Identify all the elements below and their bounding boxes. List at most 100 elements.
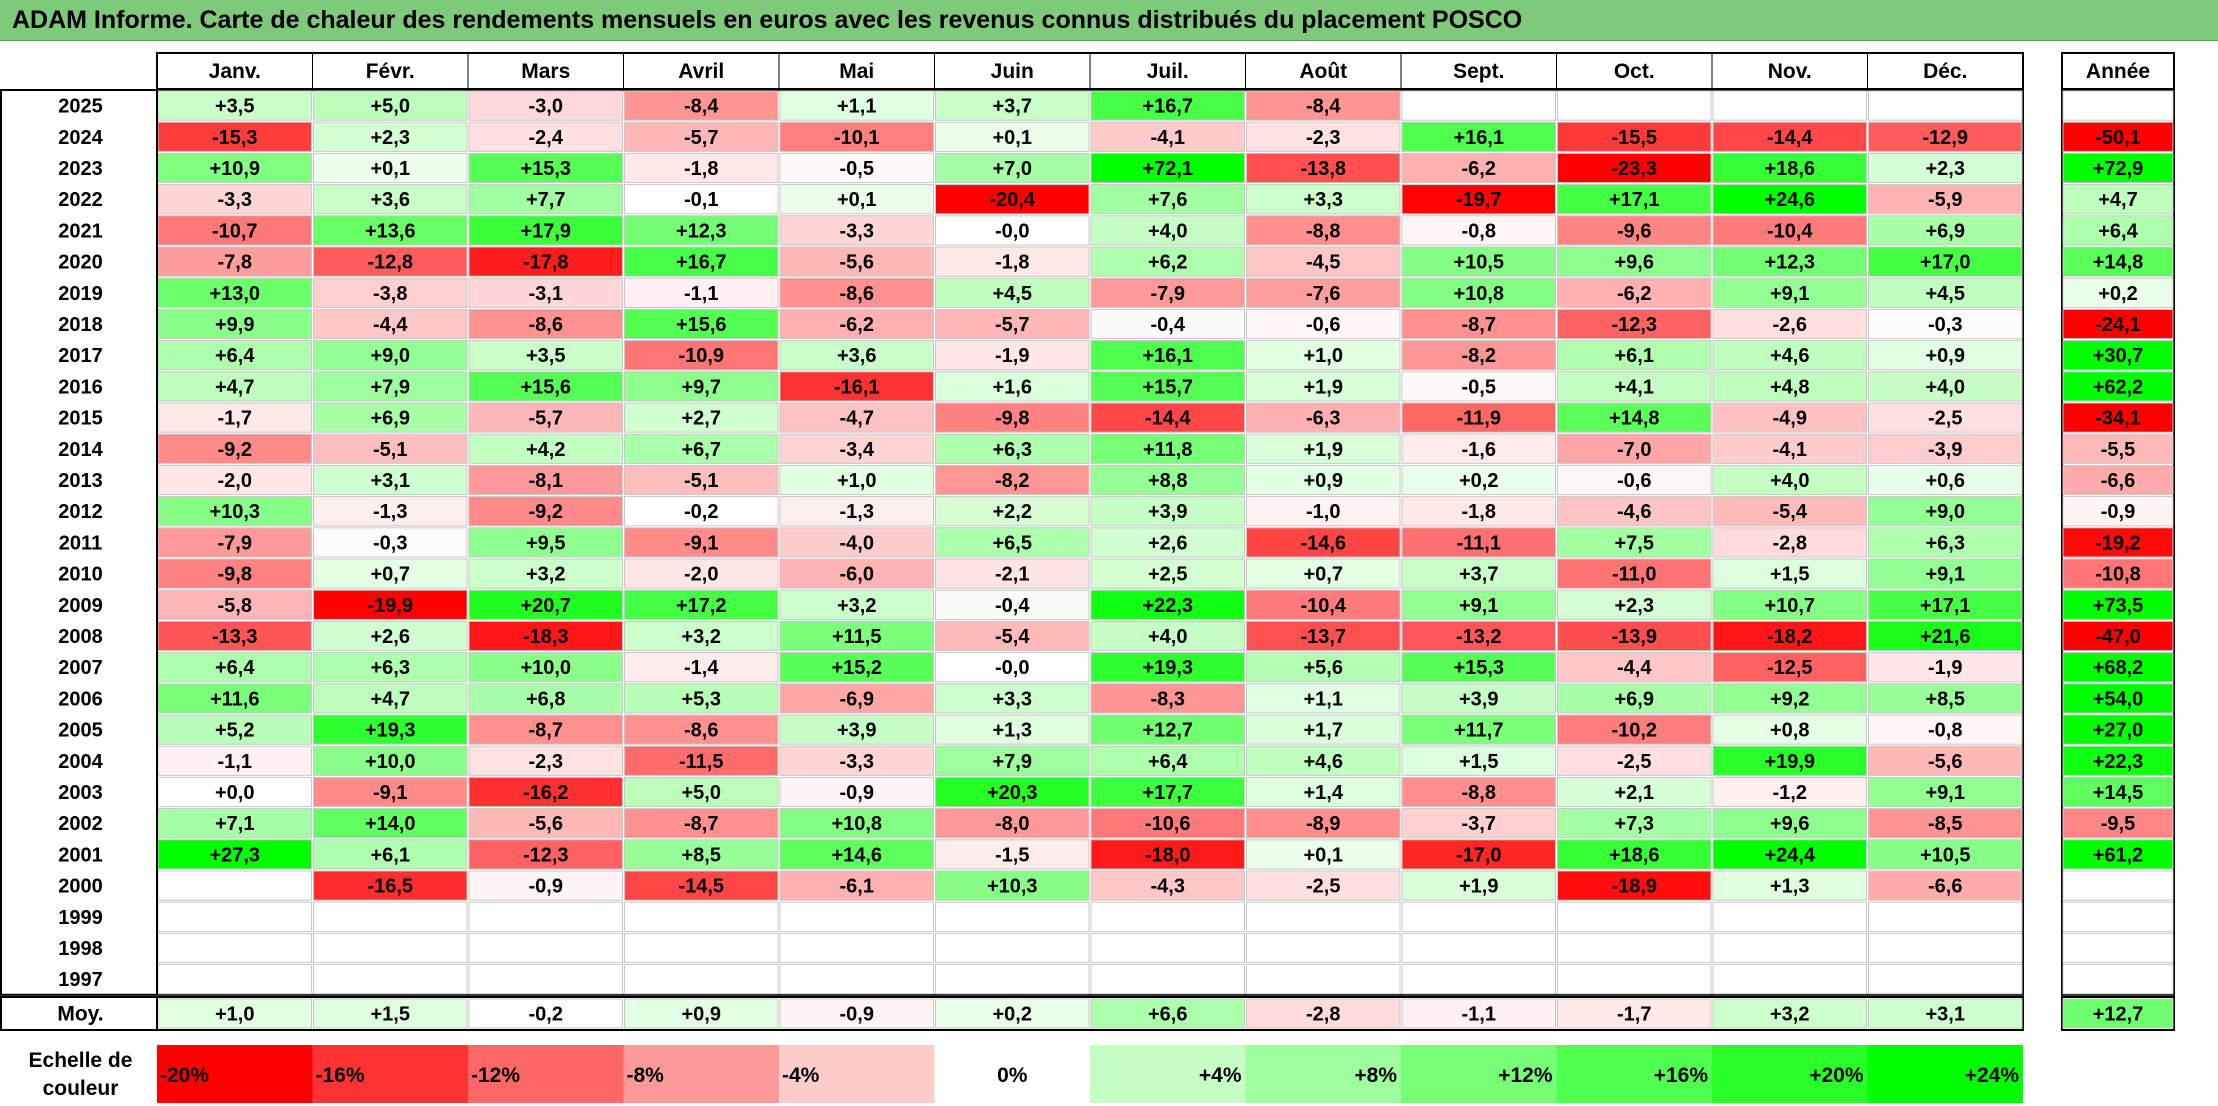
- annual-cell: [2062, 683, 2174, 714]
- heatmap-cell: [1868, 745, 2023, 776]
- cell-value: -4,9: [1773, 408, 1807, 430]
- cell-value: +10,5: [1453, 252, 1504, 274]
- heatmap-cell: [468, 340, 623, 371]
- heatmap-cell: [624, 714, 779, 745]
- cell-value: +1,4: [1304, 782, 1344, 804]
- cell-value: -0,3: [1928, 314, 1962, 336]
- cell-value: +1,0: [837, 470, 876, 492]
- heatmap-cell: [1557, 121, 1712, 152]
- table-row: 2003 +0,0 -9,1 -16,2 +5,0 -0,9 +20,3 +17,7 +1,4 -…: [58, 776, 2174, 808]
- heatmap-cell: [1090, 402, 1245, 433]
- cell-value: +2,5: [1148, 564, 1187, 586]
- cell-value: -8,8: [1462, 782, 1496, 804]
- heatmap-cell: [1090, 620, 1245, 652]
- heatmap-cell: [468, 433, 623, 464]
- month-header: Juin: [991, 60, 1034, 83]
- heatmap-cell: [1712, 152, 1867, 184]
- heatmap-cell: [313, 932, 468, 964]
- cell-value: -10,4: [1767, 220, 1813, 242]
- heatmap-cell: [1557, 215, 1712, 246]
- cell-value: +5,0: [371, 96, 410, 118]
- heatmap-cell: [313, 745, 468, 776]
- cell-value: +17,2: [676, 595, 727, 617]
- heatmap-cell: [1557, 152, 1712, 184]
- cell-value: +7,5: [1615, 532, 1654, 554]
- annual-cell: [2062, 90, 2174, 121]
- average-value: +1,0: [215, 1004, 254, 1026]
- cell-value: -8,7: [1462, 314, 1496, 336]
- heatmap-cell: [1401, 652, 1556, 683]
- cell-value: +9,0: [1926, 501, 1965, 523]
- heatmap-cell: [157, 402, 312, 433]
- cell-value: +17,7: [1142, 782, 1193, 804]
- cell-value: +1,3: [1770, 876, 1809, 898]
- cell-value: -15,3: [212, 127, 258, 149]
- cell-value: -8,6: [684, 720, 718, 742]
- cell-value: +10,7: [1764, 595, 1815, 617]
- annual-cell: [2062, 714, 2174, 745]
- cell-value: +13,0: [209, 283, 260, 305]
- heatmap-cell: [1557, 932, 1712, 964]
- cell-value: -0,5: [840, 158, 874, 180]
- heatmap-cell: [1246, 184, 1401, 215]
- cell-value: +17,9: [520, 220, 571, 242]
- annual-cell: [2062, 745, 2174, 776]
- heatmap-cell: [313, 808, 468, 839]
- annual-cell: [2062, 433, 2174, 464]
- cell-value: -13,7: [1300, 626, 1346, 648]
- heatmap-cell: [1557, 964, 1712, 995]
- month-header: Févr.: [366, 60, 415, 83]
- heatmap-cell: [313, 901, 468, 932]
- table-row: 2010 -9,8 +0,7 +3,2 -2,0 -6,0 -2,1 +2,5 +0,7 +3,7…: [58, 558, 2174, 589]
- cell-value: +1,6: [993, 376, 1032, 398]
- heatmap-cell: [313, 340, 468, 371]
- cell-value: -10,7: [212, 220, 258, 242]
- heatmap-cell: [779, 496, 934, 527]
- annual-value: -10,8: [2095, 564, 2141, 586]
- heatmap-cell: [935, 121, 1090, 152]
- cell-value: +17,1: [1920, 595, 1971, 617]
- heatmap-cell: [1557, 433, 1712, 464]
- annual-value: +14,5: [2093, 782, 2144, 804]
- heatmap-cell: [157, 964, 312, 995]
- cell-value: +6,3: [371, 657, 410, 679]
- annual-value: +72,9: [2093, 158, 2144, 180]
- heatmap-cell: [313, 464, 468, 496]
- heatmap-cell: [1712, 714, 1867, 745]
- average-value: +6,6: [1148, 1004, 1187, 1026]
- heatmap-cell: [1557, 620, 1712, 652]
- cell-value: +1,0: [1304, 345, 1343, 367]
- cell-value: -9,8: [218, 564, 252, 586]
- cell-value: -6,1: [840, 876, 874, 898]
- scale-step-label: 0%: [997, 1064, 1028, 1087]
- heatmap-cell: [1090, 589, 1245, 620]
- cell-value: +4,1: [1615, 376, 1654, 398]
- cell-value: -3,0: [529, 96, 563, 118]
- heatmap-cell: [1712, 558, 1867, 589]
- heatmap-cell: [935, 371, 1090, 402]
- cell-value: +10,8: [1453, 283, 1504, 305]
- cell-value: +2,3: [371, 127, 410, 149]
- heatmap-cell: [624, 277, 779, 308]
- heatmap-cell: [313, 496, 468, 527]
- cell-value: -5,6: [529, 813, 563, 835]
- heatmap-cell: [313, 620, 468, 652]
- heatmap-cell: [468, 496, 623, 527]
- heatmap-cell: [624, 776, 779, 808]
- cell-value: +9,5: [526, 532, 565, 554]
- cell-value: +10,3: [987, 876, 1038, 898]
- heatmap-cell: [1712, 402, 1867, 433]
- year-label: 2023: [58, 158, 103, 180]
- cell-value: -6,3: [1306, 408, 1340, 430]
- cell-value: -7,8: [218, 252, 252, 274]
- annual-value: +6,4: [2098, 220, 2138, 242]
- heatmap-cell: [468, 901, 623, 932]
- heatmap-cell: [1868, 714, 2023, 745]
- average-cell: [779, 998, 934, 1029]
- scale-step-label: -4%: [782, 1064, 820, 1087]
- annual-value: +61,2: [2093, 844, 2144, 866]
- heatmap-cell: [779, 152, 934, 184]
- cell-value: -8,7: [684, 813, 718, 835]
- cell-value: -11,5: [679, 751, 723, 773]
